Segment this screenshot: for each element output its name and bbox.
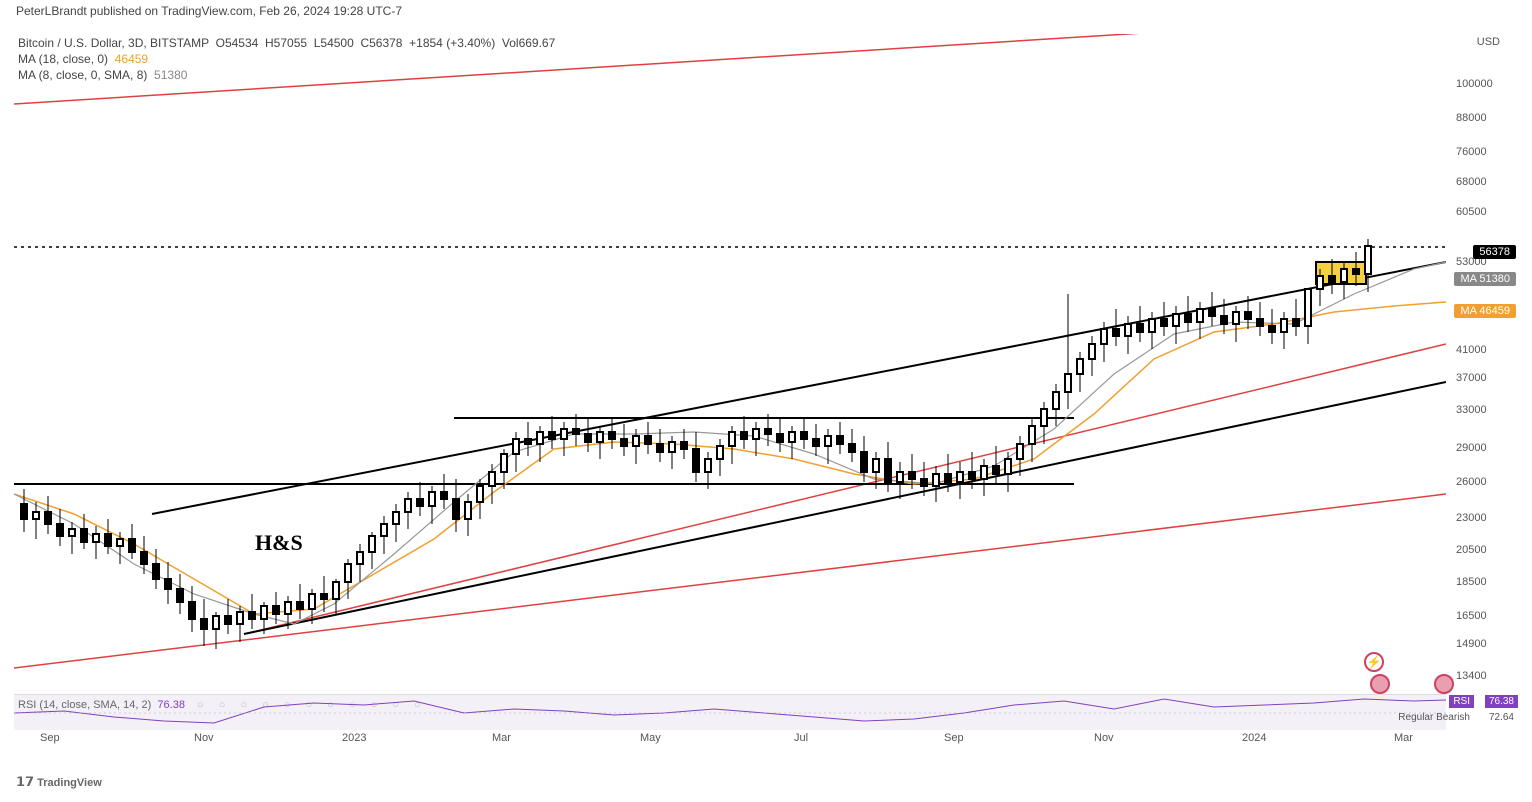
rsi-pattern-label: Regular Bearish (1394, 711, 1474, 724)
price-badge: MA 46459 (1454, 304, 1516, 318)
y-tick: 18500 (1456, 576, 1516, 588)
publish-info: PeterLBrandt published on TradingView.co… (16, 4, 402, 18)
y-tick: 76000 (1456, 146, 1516, 158)
flag-icon-2[interactable] (1434, 674, 1454, 694)
y-tick: 13400 (1456, 670, 1516, 682)
y-tick: 20500 (1456, 544, 1516, 556)
x-tick: Sep (944, 732, 964, 744)
alert-icon[interactable]: ⚡ (1364, 652, 1384, 672)
x-tick: Mar (492, 732, 511, 744)
x-tick: Sep (40, 732, 60, 744)
y-axis: 1000008800076000680006050053000464594100… (1442, 34, 1524, 694)
x-tick: Mar (1394, 732, 1413, 744)
price-badge: MA 51380 (1454, 272, 1516, 286)
y-tick: 29000 (1456, 442, 1516, 454)
rsi-panel[interactable]: RSI (14, close, SMA, 14, 2) 76.38 ○ ○ ○ … (14, 694, 1446, 730)
price-badge: 56378 (1473, 245, 1516, 259)
tradingview-logo: 𝟭𝟳 TradingView (16, 774, 102, 790)
price-chart[interactable] (14, 34, 1446, 694)
y-tick: 60500 (1456, 206, 1516, 218)
hs-annotation: H&S (255, 530, 303, 556)
chart-svg (14, 34, 1446, 694)
y-tick: 33000 (1456, 404, 1516, 416)
rsi-chart (14, 695, 1446, 731)
y-tick: 26000 (1456, 476, 1516, 488)
x-tick: 2023 (342, 732, 366, 744)
x-tick: May (640, 732, 661, 744)
x-tick: 2024 (1242, 732, 1266, 744)
x-tick: Jul (794, 732, 808, 744)
flag-icon-1[interactable] (1370, 674, 1390, 694)
rsi-secondary: 72.64 (1485, 711, 1518, 724)
y-tick: 68000 (1456, 176, 1516, 188)
x-tick: Nov (194, 732, 214, 744)
y-tick: 88000 (1456, 112, 1516, 124)
y-tick: 23000 (1456, 512, 1516, 524)
y-tick: 41000 (1456, 344, 1516, 356)
x-tick: Nov (1094, 732, 1114, 744)
y-tick: 14900 (1456, 638, 1516, 650)
rsi-badge: RSI (1449, 695, 1474, 708)
rsi-value-badge: 76.38 (1485, 695, 1518, 708)
y-tick: 37000 (1456, 372, 1516, 384)
y-tick: 16500 (1456, 610, 1516, 622)
x-axis: Sep Nov 2023 Mar May Jul Sep Nov 2024 Mar (14, 732, 1446, 752)
y-tick: 100000 (1456, 78, 1516, 90)
